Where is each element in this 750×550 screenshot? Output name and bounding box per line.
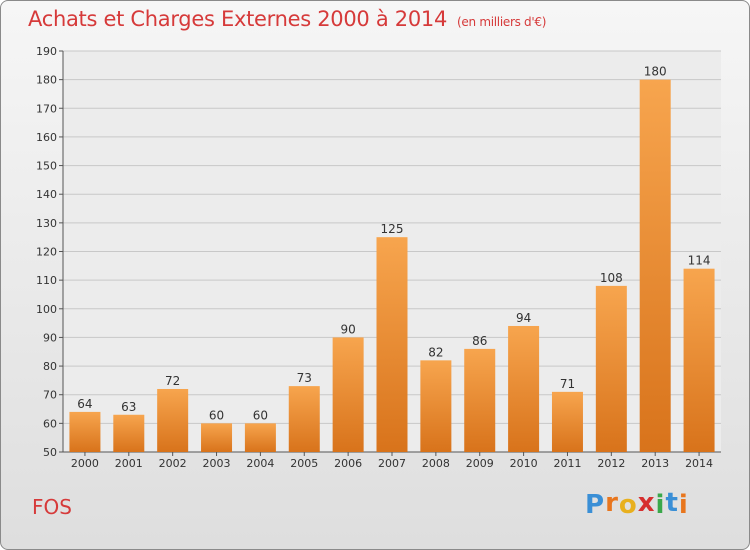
bar-value-label: 114 xyxy=(688,254,711,268)
y-tick-label: 90 xyxy=(43,331,57,344)
bar xyxy=(69,411,101,452)
bar xyxy=(551,391,583,452)
y-tick-label: 140 xyxy=(36,188,57,201)
bar-value-label: 71 xyxy=(560,377,575,391)
bar-value-label: 125 xyxy=(381,222,404,236)
logo-letter: o xyxy=(618,490,638,520)
bar xyxy=(113,414,145,452)
bar-value-label: 180 xyxy=(644,65,667,79)
x-tick-label: 2009 xyxy=(466,457,494,470)
x-tick-label: 2014 xyxy=(685,457,713,470)
x-tick-label: 2006 xyxy=(334,457,362,470)
y-tick-label: 100 xyxy=(36,303,57,316)
y-tick-label: 110 xyxy=(36,274,57,287)
bar-value-label: 60 xyxy=(253,408,268,422)
bar-value-label: 64 xyxy=(77,397,92,411)
bar-value-label: 94 xyxy=(516,311,531,325)
bar-value-label: 63 xyxy=(121,400,136,414)
bar xyxy=(683,268,715,452)
y-tick-label: 80 xyxy=(43,360,57,373)
x-tick-label: 2004 xyxy=(246,457,274,470)
y-tick-label: 130 xyxy=(36,217,57,230)
bar-value-label: 82 xyxy=(428,345,443,359)
x-tick-label: 2002 xyxy=(159,457,187,470)
x-tick-label: 2007 xyxy=(378,457,406,470)
bar-value-label: 60 xyxy=(209,408,224,422)
logo-letter: x xyxy=(637,488,656,518)
y-tick-label: 190 xyxy=(36,45,57,58)
y-tick-label: 50 xyxy=(43,446,57,459)
bar xyxy=(464,348,496,452)
x-tick-label: 2012 xyxy=(597,457,625,470)
y-tick-label: 170 xyxy=(36,102,57,115)
place-name: FOS xyxy=(32,495,72,519)
x-tick-label: 2008 xyxy=(422,457,450,470)
logo-letter: P xyxy=(585,490,606,520)
chart-title: Achats et Charges Externes 2000 à 2014 (e… xyxy=(28,7,546,31)
bar xyxy=(420,360,452,452)
logo-letter: i xyxy=(678,490,689,520)
bar xyxy=(157,388,189,452)
x-tick-label: 2001 xyxy=(115,457,143,470)
x-tick-label: 2005 xyxy=(290,457,318,470)
bar-value-label: 73 xyxy=(297,371,312,385)
bar xyxy=(376,237,408,452)
y-tick-label: 160 xyxy=(36,131,57,144)
bar-value-label: 72 xyxy=(165,374,180,388)
y-tick-label: 150 xyxy=(36,160,57,173)
logo-letter: i xyxy=(655,490,666,520)
y-tick-label: 120 xyxy=(36,246,57,259)
bar xyxy=(288,386,320,452)
x-tick-label: 2010 xyxy=(510,457,538,470)
x-tick-label: 2000 xyxy=(71,457,99,470)
chart-unit: (en milliers d'€) xyxy=(457,15,547,29)
bar xyxy=(639,79,671,453)
x-tick-label: 2011 xyxy=(553,457,581,470)
x-tick-label: 2003 xyxy=(203,457,231,470)
bar xyxy=(508,325,540,452)
bar xyxy=(332,337,364,452)
logo-letter: r xyxy=(605,488,619,518)
y-tick-label: 60 xyxy=(43,417,57,430)
bar-value-label: 90 xyxy=(340,322,355,336)
bar xyxy=(201,423,233,452)
bar xyxy=(595,285,627,452)
bar-value-label: 86 xyxy=(472,334,487,348)
bar-value-label: 108 xyxy=(600,271,623,285)
chart-title-text: Achats et Charges Externes 2000 à 2014 xyxy=(28,7,448,31)
y-tick-label: 70 xyxy=(43,389,57,402)
proxiti-logo: Proxiti xyxy=(585,488,689,520)
logo-letter: t xyxy=(665,488,679,518)
bar xyxy=(244,423,276,452)
x-tick-label: 2013 xyxy=(641,457,669,470)
y-tick-label: 180 xyxy=(36,74,57,87)
